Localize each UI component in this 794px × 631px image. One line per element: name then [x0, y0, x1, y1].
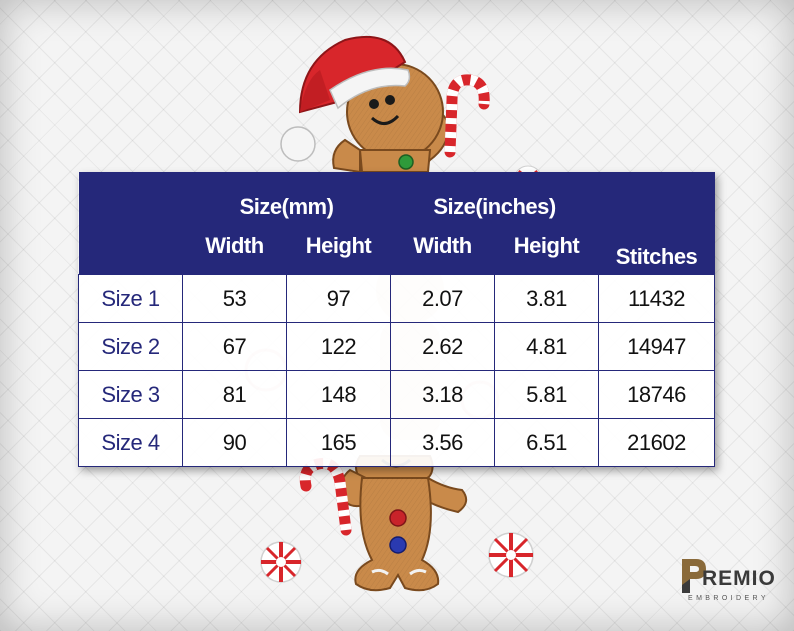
subheader-mm-width: Width [182, 224, 287, 275]
cell-in-height: 6.51 [494, 418, 599, 467]
table-row: Size 3 81 148 3.18 5.81 18746 [78, 370, 715, 419]
cell-mm-width: 81 [182, 370, 287, 419]
santa-hat-icon [280, 35, 411, 162]
header-size-inches: Size(inches) [390, 172, 599, 224]
table-row: Size 1 53 97 2.07 3.81 11432 [78, 274, 715, 323]
peppermint-right-icon [488, 532, 534, 578]
cell-stitches: 21602 [598, 418, 715, 467]
subheader-mm-height: Height [286, 224, 391, 275]
premio-p-logo-icon [682, 559, 706, 593]
peppermint-left-icon [260, 541, 302, 583]
cell-in-width: 2.07 [390, 274, 495, 323]
logo-tagline: EMBROIDERY [688, 595, 769, 602]
cell-in-height: 4.81 [494, 322, 599, 371]
cell-in-width: 2.62 [390, 322, 495, 371]
row-label: Size 3 [78, 370, 183, 419]
gingerbread-bottom-icon [338, 455, 468, 592]
row-label: Size 2 [78, 322, 183, 371]
cell-in-height: 3.81 [494, 274, 599, 323]
row-label: Size 1 [78, 274, 183, 323]
header-size-mm: Size(mm) [182, 172, 391, 224]
subheader-in-width: Width [390, 224, 495, 275]
candy-cane-bottom-icon [299, 457, 352, 536]
cell-mm-height: 165 [286, 418, 391, 467]
table-subheader-row: Width Height Width Height [79, 224, 715, 275]
header-stitches: Stitches [598, 172, 715, 275]
cell-mm-width: 67 [182, 322, 287, 371]
cell-stitches: 11432 [598, 274, 715, 323]
cell-stitches: 14947 [598, 322, 715, 371]
cell-mm-height: 97 [286, 274, 391, 323]
candy-cane-top-icon [444, 74, 490, 158]
header-empty [78, 172, 183, 275]
cell-mm-height: 122 [286, 322, 391, 371]
cell-in-width: 3.18 [390, 370, 495, 419]
cell-stitches: 18746 [598, 370, 715, 419]
cell-mm-width: 90 [182, 418, 287, 467]
subheader-in-height: Height [494, 224, 599, 275]
cell-in-height: 5.81 [494, 370, 599, 419]
size-table: Size(mm) Size(inches) Stitches Width Hei… [78, 172, 715, 467]
cell-in-width: 3.56 [390, 418, 495, 467]
cell-mm-height: 148 [286, 370, 391, 419]
logo-name: REMIO [702, 567, 776, 590]
cell-mm-width: 53 [182, 274, 287, 323]
row-label: Size 4 [78, 418, 183, 467]
table-header-row: Size(mm) Size(inches) Stitches [78, 172, 715, 275]
premio-logo: REMIO EMBROIDERY [678, 557, 778, 617]
table-row: Size 2 67 122 2.62 4.81 14947 [78, 322, 715, 371]
table-row: Size 4 90 165 3.56 6.51 21602 [78, 418, 715, 467]
